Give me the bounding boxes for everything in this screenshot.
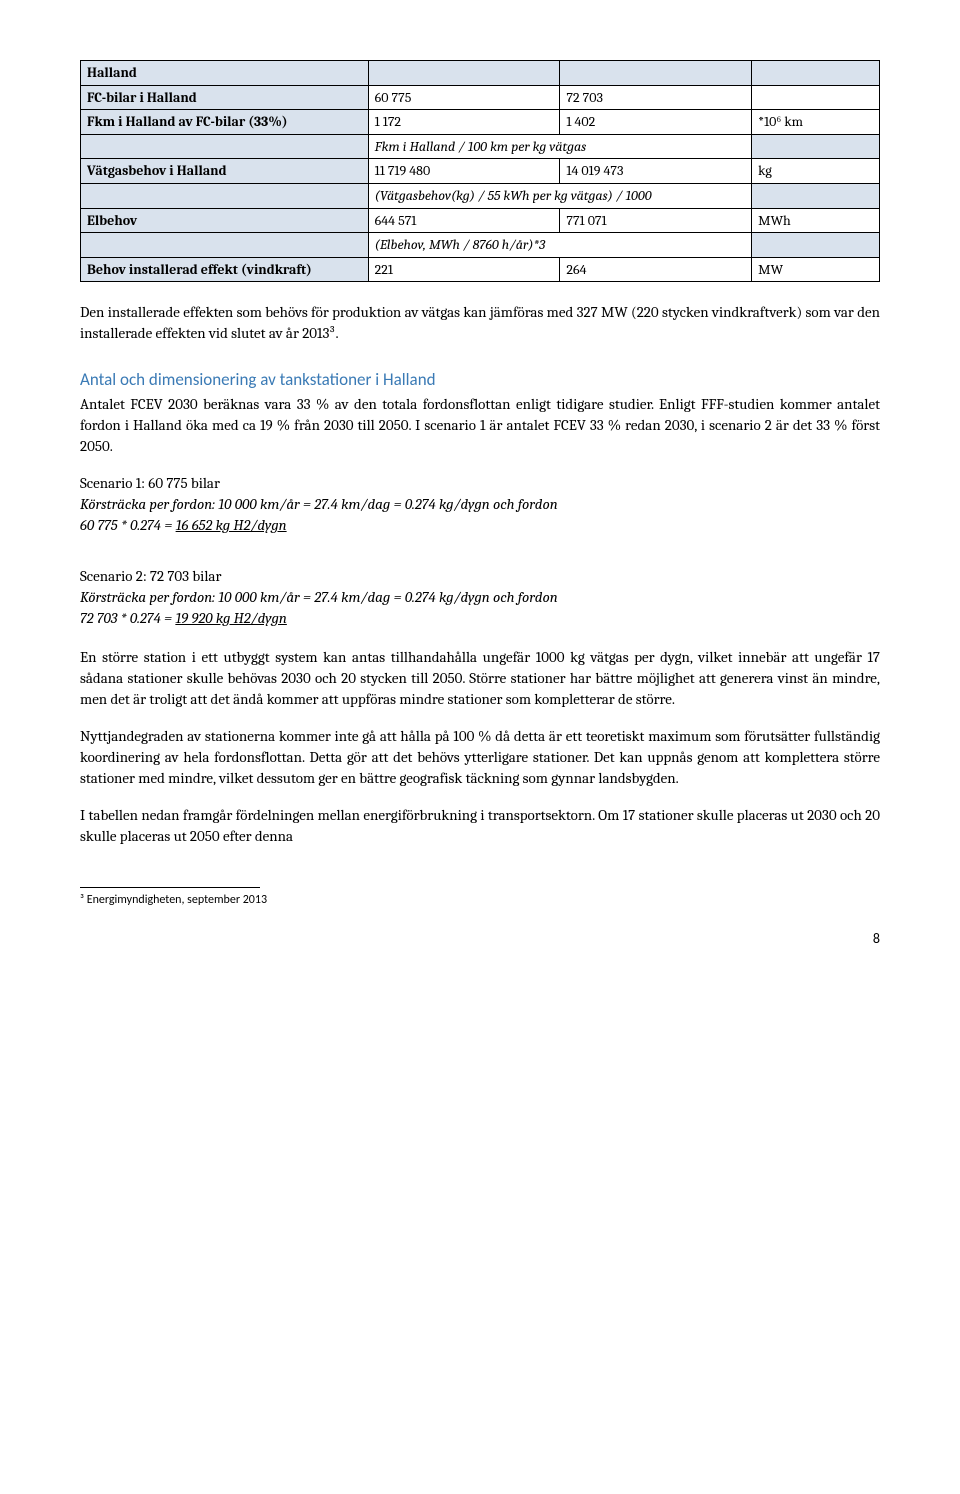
scenario-2-label: Scenario 2: 72 703 bilar [80,566,880,587]
table-cell: MW [752,257,880,282]
table-cell: FC-bilar i Halland [81,85,369,110]
table-cell: kg [752,159,880,184]
scenario-1-label: Scenario 1: 60 775 bilar [80,473,880,494]
paragraph-1: Den installerade effekten som behövs för… [80,302,880,344]
table-cell [81,233,369,258]
table-cell: Vätgasbehov i Halland [81,159,369,184]
scenario-2-calc1: Körsträcka per fordon: 10 000 km/år = 27… [80,587,880,608]
scenario-1: Scenario 1: 60 775 bilar Körsträcka per … [80,473,880,536]
table-cell [752,61,880,86]
scenario-2-result: 19 920 kg H2/dygn [175,609,286,627]
table-cell [81,134,369,159]
table-cell: Fkm i Halland / 100 km per kg vätgas [368,134,752,159]
table-cell: 644 571 [368,208,560,233]
table-cell [752,134,880,159]
table-cell: 1 402 [560,110,752,135]
scenario-2-calc2: 72 703 * 0.274 = 19 920 kg H2/dygn [80,608,880,629]
table-cell: 60 775 [368,85,560,110]
paragraph-2: Antalet FCEV 2030 beräknas vara 33 % av … [80,394,880,457]
scenario-2-pre: 72 703 * 0.274 = [80,609,175,627]
table-cell [752,183,880,208]
table-cell [81,183,369,208]
scenario-1-result: 16 652 kg H2/dygn [176,516,287,534]
scenario-1-calc1: Körsträcka per fordon: 10 000 km/år = 27… [80,494,880,515]
footnote-separator [80,887,260,888]
footnote: ³ Energimyndigheten, september 2013 [80,892,880,909]
page-number: 8 [80,929,880,949]
scenario-1-calc2: 60 775 * 0.274 = 16 652 kg H2/dygn [80,515,880,536]
scenario-2: Scenario 2: 72 703 bilar Körsträcka per … [80,566,880,629]
scenario-1-pre: 60 775 * 0.274 = [80,516,176,534]
table-cell: 72 703 [560,85,752,110]
table-cell: (Vätgasbehov(kg) / 55 kWh per kg vätgas)… [368,183,752,208]
table-cell: (Elbehov, MWh / 8760 h/år)*3 [368,233,752,258]
table-cell: MWh [752,208,880,233]
table-cell: 11 719 480 [368,159,560,184]
table-cell: 14 019 473 [560,159,752,184]
table-cell: *10⁶ km [752,110,880,135]
paragraph-4: Nyttjandegraden av stationerna kommer in… [80,726,880,789]
table-cell: 771 071 [560,208,752,233]
table-cell: Halland [81,61,369,86]
table-cell: 1 172 [368,110,560,135]
table-cell [752,233,880,258]
table-cell: Elbehov [81,208,369,233]
table-cell: Behov installerad effekt (vindkraft) [81,257,369,282]
section-title: Antal och dimensionering av tankstatione… [80,368,880,392]
table-cell: 264 [560,257,752,282]
data-table: HallandFC-bilar i Halland60 77572 703 Fkm… [80,60,880,282]
paragraph-5: I tabellen nedan framgår fördelningen me… [80,805,880,847]
table-cell: 221 [368,257,560,282]
table-cell: Fkm i Halland av FC-bilar (33%) [81,110,369,135]
table-cell [560,61,752,86]
table-cell [368,61,560,86]
table-cell [752,85,880,110]
paragraph-3: En större station i ett utbyggt system k… [80,647,880,710]
